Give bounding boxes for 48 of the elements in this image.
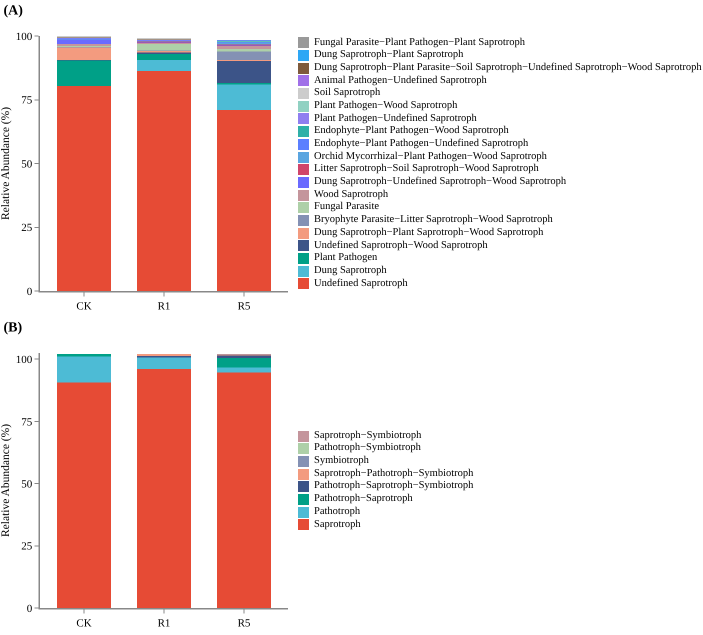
legend-label: Plant Pathogen [314, 252, 378, 265]
legend-label: Fungal Parasite−Plant Pathogen−Plant Saprotroph [314, 36, 526, 50]
legend-label: Plant Pathogen−Wood Saprotroph [314, 100, 458, 113]
x-tick-label: CK [76, 300, 92, 313]
legend-label: Saprotroph−Symbiotroph [314, 430, 422, 442]
chart-title: (B) [4, 320, 23, 336]
legend-label: Pathotroph−Saprotroph [314, 493, 413, 506]
y-tick-label: 25 [21, 222, 33, 234]
legend-label: Bryophyte Parasite−Litter Saprotroph−Wood Saprotroph [314, 214, 553, 227]
legend-label: Dung Saprotroph−Undefined Saprotroph−Wood Saprotroph [314, 176, 566, 189]
legend-label: Saprotroph−Pathotroph−Symbiotroph [314, 468, 474, 480]
legend-label: Pathotroph [314, 506, 360, 519]
y-axis-title: Relative Abundance (%) [0, 106, 12, 220]
x-tick-label: R1 [158, 618, 170, 630]
legend-label: Endophyte−Plant Pathogen−Undefined Saprotroph [314, 138, 528, 151]
legend-label: Symbiotroph [314, 455, 369, 468]
legend-label: Endophyte−Plant Pathogen−Wood Saprotroph [314, 125, 509, 138]
chart-title: (A) [4, 4, 24, 19]
legend-label: Wood Saprotroph [314, 188, 388, 202]
x-tick-label: CK [76, 618, 92, 630]
legend-label: Plant Pathogen−Undefined Saprotroph [314, 112, 477, 126]
legend-label: Dung Saprotroph [314, 264, 387, 278]
legend-label: Undefined Saprotroph−Wood Saprotroph [314, 240, 488, 252]
y-tick-label: 100 [16, 354, 33, 366]
legend-label: Undefined Saprotroph [314, 278, 408, 290]
y-tick-label: 50 [21, 478, 33, 490]
legend-label: Fungal Parasite [314, 201, 380, 214]
x-tick-label: R5 [238, 300, 251, 313]
y-tick-label: 25 [21, 540, 33, 553]
y-tick-label: 75 [21, 416, 33, 428]
legend-label: Litter Saprotroph−Soil Saprotroph−Wood Saprotroph [314, 163, 539, 176]
legend-label: Soil Saprotroph [314, 87, 380, 100]
y-tick-label: 50 [21, 158, 33, 170]
legend-label: Saprotroph [314, 518, 361, 532]
y-tick-label: 0 [26, 602, 33, 615]
legend-label: Animal Pathogen−Undefined Saprotroph [314, 74, 487, 88]
y-tick-label: 0 [26, 286, 33, 298]
x-tick-label: R5 [238, 618, 251, 630]
y-tick-label: 75 [21, 94, 33, 107]
y-axis-title: Relative Abundance (%) [0, 424, 12, 538]
legend-label: Dung Saprotroph−Plant Parasite−Soil Saprotroph−Undefined Saprotroph−Wood Saprotroph [314, 62, 702, 75]
legend-label: Dung Saprotroph−Plant Saprotroph−Wood Saprotroph [314, 226, 544, 240]
legend-label: Pathotroph−Symbiotroph [314, 442, 421, 456]
legend-label: Pathotroph−Saprotroph−Symbiotroph [314, 480, 474, 494]
y-tick-label: 100 [16, 30, 33, 43]
legend-label: Dung Saprotroph−Plant Saprotroph [314, 49, 464, 62]
legend-label: Orchid Mycorrhizal−Plant Pathogen−Wood Saprotroph [314, 150, 547, 164]
x-tick-label: R1 [158, 300, 170, 313]
